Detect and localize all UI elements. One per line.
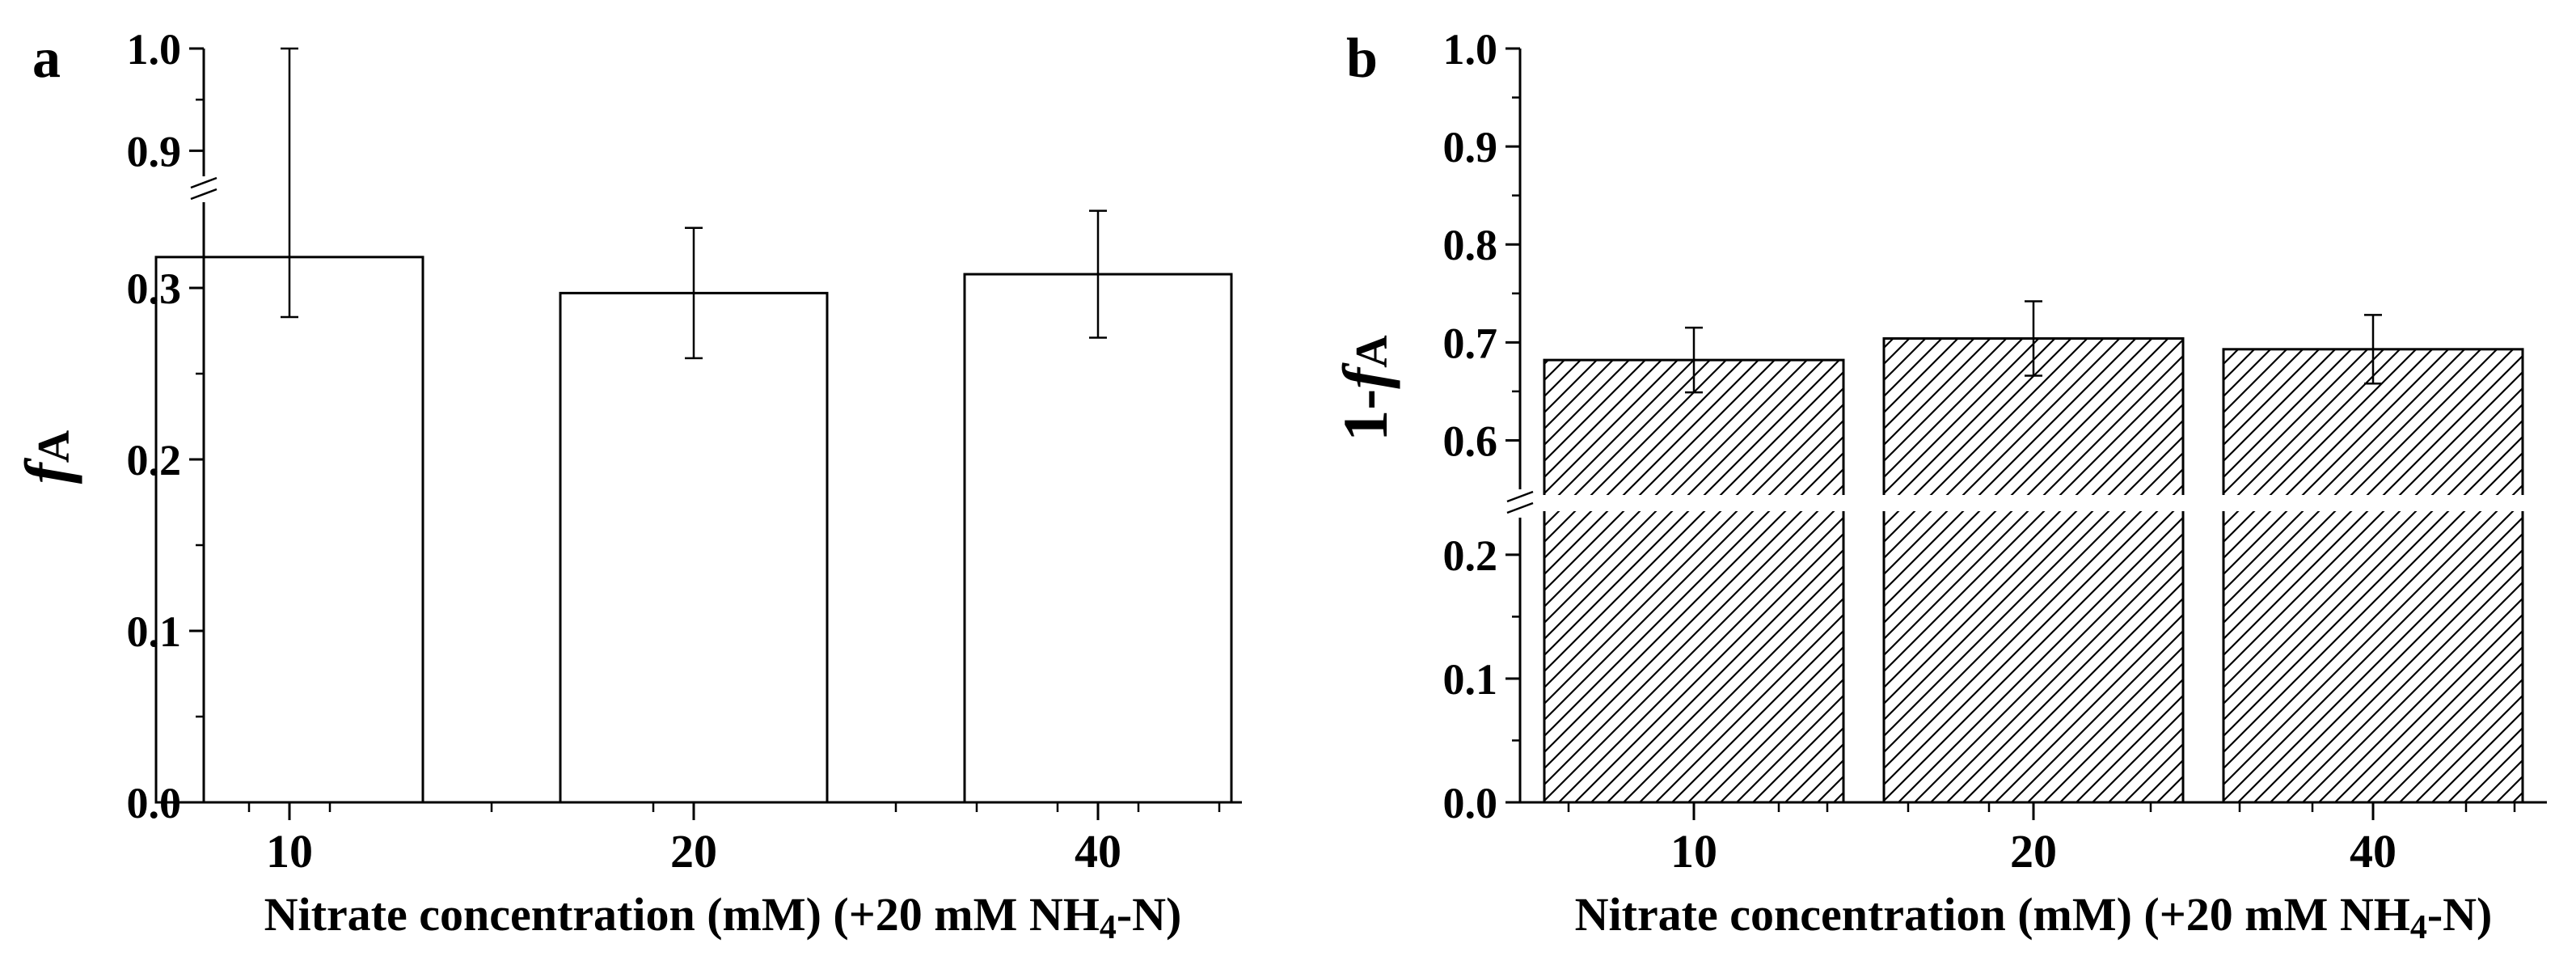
panel-a-x-axis-label: Nitrate concentration (mM) (+20 mM NH4-N… bbox=[264, 888, 1182, 946]
chart-panel-a: a fA 0.0 0.1 0.2 0.3 0.9 1.0 10 20 40 Nitrate c… bbox=[12, 25, 1242, 946]
panel-b-ylabel-sub: A bbox=[1347, 335, 1397, 368]
panel-b-y-ticks: 0.0 0.1 0.2 0.6 0.7 0.8 0.9 1.0 bbox=[1443, 25, 1520, 827]
bar-10 bbox=[1543, 358, 1845, 804]
panel-b-label: b bbox=[1346, 27, 1378, 90]
panel-b-xlabel-suffix: -N) bbox=[2427, 888, 2493, 941]
panel-a-axis-break bbox=[189, 176, 218, 201]
panel-a-y-axis-label: fA bbox=[12, 429, 82, 484]
y-tick-label-0.7: 0.7 bbox=[1443, 319, 1498, 367]
y-tick-label-0.9: 0.9 bbox=[127, 127, 182, 176]
x-tick-label-40: 40 bbox=[2350, 825, 2397, 878]
y-tick-label-0.0: 0.0 bbox=[1443, 779, 1498, 827]
y-tick-label-1.0: 1.0 bbox=[127, 25, 182, 74]
panel-b-x-axis-label: Nitrate concentration (mM) (+20 mM NH4-N… bbox=[1575, 888, 2493, 946]
y-tick-label-0.8: 0.8 bbox=[1443, 221, 1498, 269]
x-tick-label-40: 40 bbox=[1075, 825, 1121, 878]
x-tick-label-20: 20 bbox=[2010, 825, 2057, 878]
y-tick-label-0.2: 0.2 bbox=[1443, 531, 1498, 580]
y-tick-label-1.0: 1.0 bbox=[1443, 25, 1498, 74]
x-tick-label-10: 10 bbox=[1670, 825, 1717, 878]
panel-a-x-ticks: 10 20 40 bbox=[247, 802, 1221, 878]
bar-20 bbox=[559, 291, 829, 804]
panel-b-break-gap bbox=[1524, 495, 2547, 511]
y-tick-label-0.2: 0.2 bbox=[127, 436, 182, 484]
y-tick-label-0.1: 0.1 bbox=[1443, 655, 1498, 704]
x-tick-label-20: 20 bbox=[670, 825, 717, 878]
y-tick-label-0.6: 0.6 bbox=[1443, 417, 1498, 465]
svg-text:1-fA: 1-fA bbox=[1330, 335, 1400, 442]
panel-b-ylabel-prefix: 1- bbox=[1330, 389, 1400, 442]
panel-a-bars bbox=[154, 256, 1233, 804]
y-tick-label-0.0: 0.0 bbox=[127, 779, 182, 827]
panel-a-y-ticks: 0.0 0.1 0.2 0.3 0.9 1.0 bbox=[127, 25, 204, 827]
bar-20 bbox=[1882, 336, 2185, 804]
y-tick-label-0.9: 0.9 bbox=[1443, 123, 1498, 171]
x-tick-label-10: 10 bbox=[266, 825, 313, 878]
svg-text:fA: fA bbox=[12, 429, 82, 484]
panel-b-xlabel-main: Nitrate concentration (mM) (+20 mM NH bbox=[1575, 888, 2410, 941]
bar-40 bbox=[2222, 348, 2524, 804]
panel-a-xlabel-main: Nitrate concentration (mM) (+20 mM NH bbox=[264, 888, 1100, 941]
bar-40 bbox=[963, 273, 1233, 804]
panel-b-axis-break bbox=[1505, 490, 1535, 514]
bar-10 bbox=[154, 256, 424, 804]
panel-a-xlabel-suffix: -N) bbox=[1117, 888, 1182, 941]
panel-a-label: a bbox=[32, 27, 61, 90]
y-tick-label-0.1: 0.1 bbox=[127, 607, 182, 656]
panel-a-error-bars bbox=[281, 47, 1107, 360]
chart-panel-b: b 1-fA 0.0 0.1 0.2 0.6 0.7 0.8 0.9 1.0 10 20 40 N… bbox=[1330, 25, 2547, 946]
panel-b-error-bars bbox=[1685, 300, 2382, 394]
panel-a-xlabel-sub: 4 bbox=[1100, 909, 1117, 946]
panel-b-x-ticks: 10 20 40 bbox=[1567, 802, 2516, 878]
panel-b-bars bbox=[1543, 336, 2524, 804]
panel-b-y-axis-label: 1-fA bbox=[1330, 335, 1400, 442]
panel-a-ylabel-sub: A bbox=[29, 429, 79, 463]
panel-b-xlabel-sub: 4 bbox=[2410, 909, 2427, 946]
y-tick-label-0.3: 0.3 bbox=[127, 264, 182, 313]
